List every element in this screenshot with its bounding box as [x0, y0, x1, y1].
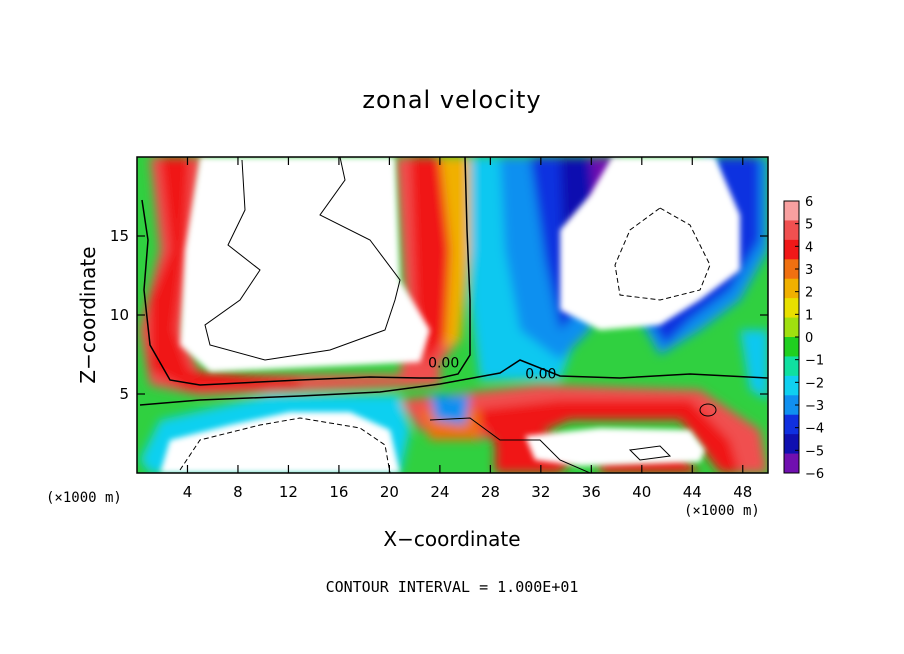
x-tick-label: 16	[329, 483, 348, 501]
colorbar-swatch	[784, 337, 799, 357]
x-tick-label: 48	[733, 483, 752, 501]
colorbar-tick-label: 3	[805, 263, 813, 278]
y-tick-label: 5	[119, 385, 129, 403]
colorbar-tick-label: 5	[805, 218, 813, 233]
colorbar-swatch	[784, 298, 799, 319]
contour-interval-note: CONTOUR INTERVAL = 1.000E+01	[325, 578, 579, 596]
colorbar-tick-label: 4	[805, 240, 813, 255]
x-axis-ticks: 4 8 12 16 20 24 28 32 36 40 44 48	[183, 157, 752, 501]
colorbar-swatch	[784, 201, 799, 221]
colorbar-swatch	[784, 259, 799, 280]
x-tick-label: 20	[380, 483, 399, 501]
colorbar-tick-label: −4	[805, 422, 824, 437]
colorbar-swatch	[784, 278, 799, 299]
colorbar-tick-label: 1	[805, 308, 813, 323]
colorbar-swatch	[784, 414, 799, 435]
x-tick-label: 32	[531, 483, 550, 501]
colorbar-swatch	[784, 453, 799, 474]
colorbar-tick-label: 2	[805, 286, 813, 301]
colorbar-swatch	[784, 220, 799, 241]
chart-title: zonal velocity	[362, 86, 542, 114]
colorbar-swatch	[784, 356, 799, 377]
x-axis-label: X−coordinate	[383, 527, 521, 551]
x-unit-label: (×1000 m)	[684, 503, 760, 519]
colorbar-swatch	[784, 395, 799, 416]
colorbar-tick-label: −3	[805, 399, 824, 414]
y-tick-label: 10	[110, 306, 129, 324]
colorbar-swatch	[784, 239, 799, 260]
x-tick-label: 4	[183, 483, 193, 501]
contour-label: 0.00	[525, 366, 556, 382]
x-tick-label: 40	[632, 483, 651, 501]
colorbar-tick-label: −1	[805, 354, 824, 369]
x-tick-label: 12	[279, 483, 298, 501]
x-tick-label: 36	[582, 483, 601, 501]
colorbar-tick-label: 6	[805, 195, 813, 210]
y-axis-ticks: 5 10 15	[110, 227, 768, 403]
colorbar-tick-label: −6	[805, 467, 824, 482]
colorbar: 6 5 4 3 2 1 0 −1 −2 −3 −4 −5 −6	[783, 195, 824, 482]
colorbar-swatch	[784, 317, 799, 338]
colorbar-tick-label: −5	[805, 444, 824, 459]
contour-label: 0.00	[428, 355, 459, 371]
heatmap-field	[137, 157, 768, 473]
y-tick-label: 15	[110, 227, 129, 245]
colorbar-swatch	[784, 434, 799, 455]
x-tick-label: 44	[683, 483, 702, 501]
colorbar-tick-label: 0	[805, 331, 813, 346]
colorbar-swatch	[784, 375, 799, 396]
contour-labels: 0.00 0.00	[428, 355, 556, 382]
x-tick-label: 8	[233, 483, 243, 501]
y-unit-label: (×1000 m)	[46, 490, 122, 506]
x-tick-label: 24	[430, 483, 449, 501]
x-tick-label: 28	[481, 483, 500, 501]
colorbar-tick-label: −2	[805, 376, 824, 391]
